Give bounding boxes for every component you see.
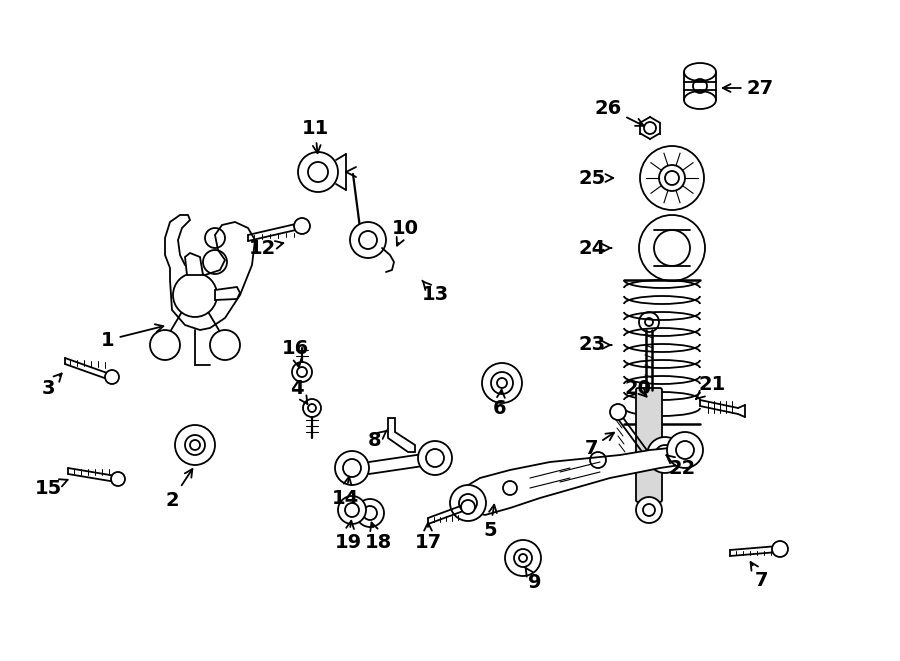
Text: 1: 1 [101,325,163,350]
Polygon shape [165,215,255,330]
Circle shape [636,497,662,523]
Text: 13: 13 [421,280,448,305]
Ellipse shape [684,63,716,81]
Text: 19: 19 [335,521,362,551]
Text: 23: 23 [579,336,611,354]
Text: 18: 18 [364,523,392,551]
Text: 25: 25 [579,169,613,188]
Circle shape [298,152,338,192]
Text: 27: 27 [723,79,774,98]
Circle shape [667,432,703,468]
Text: 6: 6 [493,390,507,418]
Circle shape [292,362,312,382]
Text: 12: 12 [248,239,284,258]
Text: 14: 14 [331,477,358,508]
Text: 21: 21 [696,375,725,399]
Polygon shape [460,445,690,515]
Text: 15: 15 [34,479,68,498]
Circle shape [482,363,522,403]
Text: 8: 8 [368,430,387,449]
Circle shape [639,215,705,281]
Text: 22: 22 [666,455,696,477]
Polygon shape [388,418,415,452]
Circle shape [418,441,452,475]
Text: 4: 4 [290,379,308,404]
Ellipse shape [684,91,716,109]
Text: 9: 9 [526,567,542,592]
Circle shape [647,437,683,473]
Circle shape [150,330,180,360]
Text: 5: 5 [483,505,497,539]
Circle shape [461,500,475,514]
Text: 3: 3 [41,373,62,397]
Text: 10: 10 [392,219,418,246]
Circle shape [111,472,125,486]
Circle shape [610,404,626,420]
Polygon shape [185,253,203,275]
Text: 11: 11 [302,118,328,153]
Circle shape [294,218,310,234]
Circle shape [450,485,486,521]
Circle shape [338,496,366,524]
Circle shape [356,499,384,527]
Circle shape [210,330,240,360]
Circle shape [105,370,119,384]
Circle shape [175,425,215,465]
Circle shape [505,540,541,576]
Circle shape [350,222,386,258]
Polygon shape [215,287,240,300]
Circle shape [772,541,788,557]
Text: 26: 26 [594,98,644,126]
FancyBboxPatch shape [636,388,662,502]
Circle shape [640,146,704,210]
Text: 24: 24 [579,239,611,258]
Text: 2: 2 [166,469,193,510]
Circle shape [173,273,217,317]
Text: 7: 7 [584,433,614,457]
Circle shape [335,451,369,485]
Text: 20: 20 [625,379,652,397]
Text: 16: 16 [282,338,309,368]
Circle shape [303,399,321,417]
Text: 17: 17 [414,523,442,551]
Text: 7: 7 [751,562,769,590]
